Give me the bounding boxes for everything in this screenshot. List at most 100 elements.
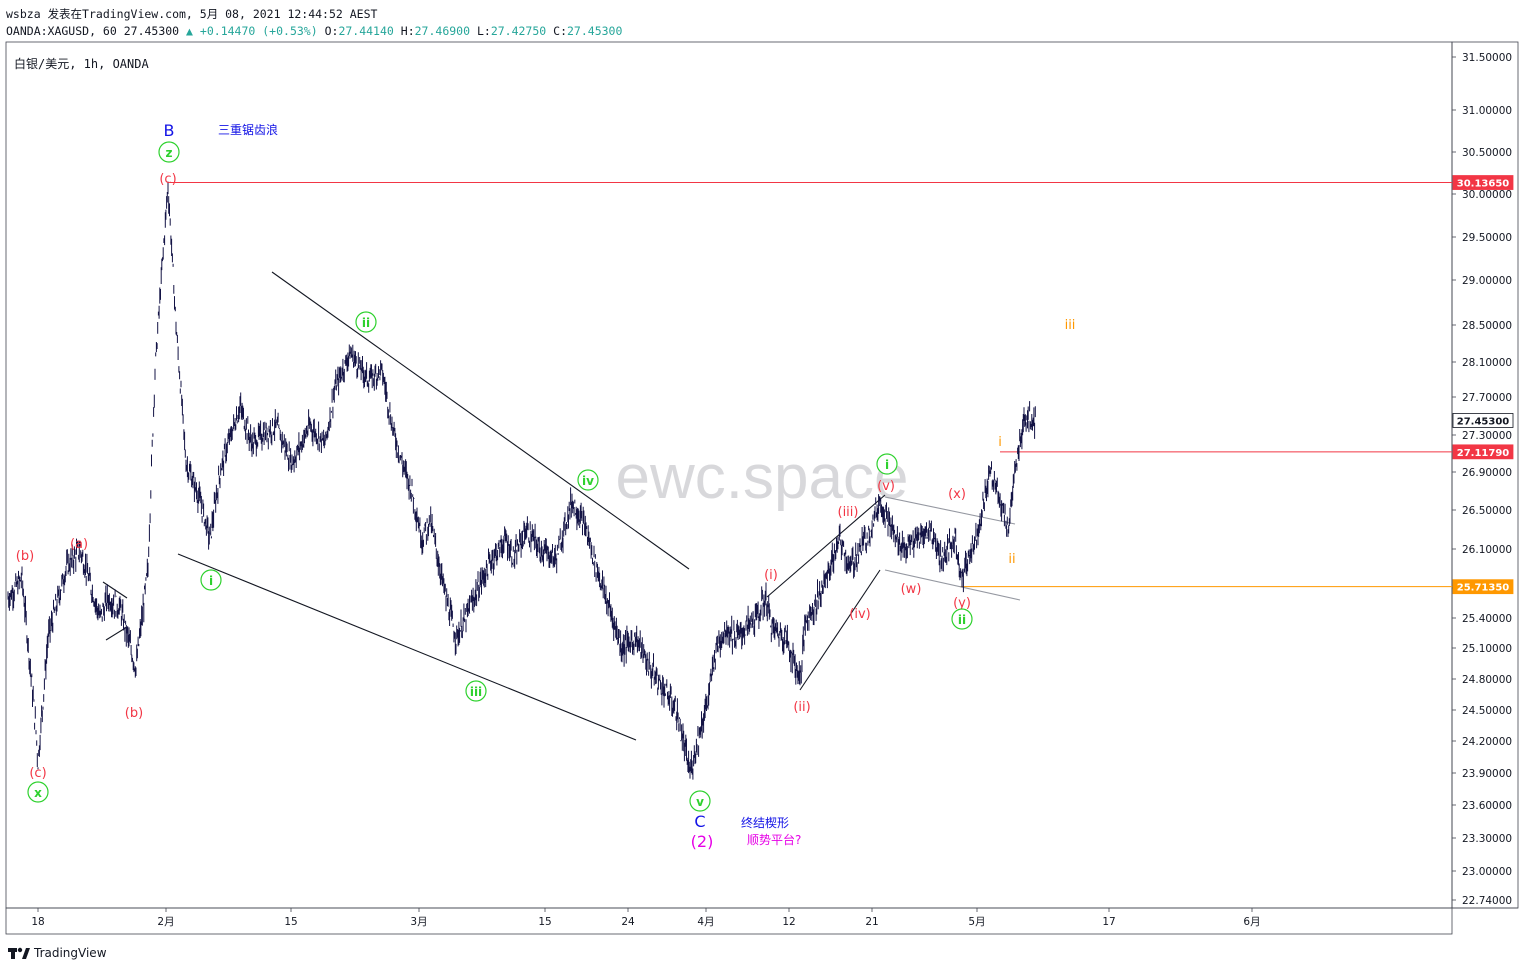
open-value: 27.44140 (338, 24, 394, 38)
tradingview-icon (8, 947, 30, 959)
price-tag (1452, 579, 1514, 595)
price-bars-path (7, 181, 1036, 780)
wave-circle-marker[interactable] (200, 569, 222, 591)
close-label: C: (553, 24, 567, 38)
wave-label[interactable]: (w) (901, 582, 922, 597)
wave-label-circled: x (34, 786, 42, 800)
y-tick-label: 31.50000 (1462, 52, 1512, 64)
wave-label-circled: v (696, 795, 704, 809)
price-axis-frame (1451, 41, 1519, 909)
price-tag (1452, 413, 1514, 428)
x-tick-label: 4月 (697, 916, 714, 928)
wave-circle-marker[interactable] (465, 680, 487, 702)
price-tag-label: 27.11790 (1457, 448, 1510, 459)
y-tick-label: 28.10000 (1462, 357, 1512, 369)
publish-header: wsbza 发表在TradingView.com, 5月 08, 2021 12… (6, 7, 378, 21)
x-tick-label: 5月 (968, 916, 985, 928)
wave-label[interactable]: 三重锯齿浪 (218, 122, 278, 137)
wave-circle-marker[interactable] (158, 141, 180, 163)
tradingview-logo[interactable]: TradingView (8, 946, 107, 960)
symbol-interval[interactable]: OANDA:XAGUSD, 60 (6, 24, 117, 38)
wave-label[interactable]: ii (1008, 552, 1015, 567)
y-tick-label: 24.20000 (1462, 736, 1512, 748)
y-tick-label: 26.10000 (1462, 544, 1512, 556)
y-tick-label: 25.40000 (1462, 613, 1512, 625)
y-tick-label: 27.70000 (1462, 392, 1512, 404)
chart-legend-title[interactable]: 白银/美元, 1h, OANDA (14, 57, 149, 71)
x-tick-label: 12 (782, 916, 795, 928)
wave-label[interactable]: 顺势平台? (747, 832, 801, 847)
publish-datetime: 5月 08, 2021 12:44:52 AEST (199, 7, 378, 21)
wave-label[interactable]: (c) (29, 766, 46, 781)
flat-channel-upper[interactable] (884, 496, 1016, 525)
author-name[interactable]: wsbza (6, 7, 41, 21)
y-tick-label: 23.90000 (1462, 768, 1512, 780)
wave-label-circled: ii (958, 613, 966, 627)
y-tick-label: 24.80000 (1462, 674, 1512, 686)
wave-label[interactable]: i (998, 435, 1002, 450)
x-tick-label: 15 (284, 916, 297, 928)
wave-label[interactable]: (v) (877, 479, 895, 494)
price-tag (1452, 175, 1514, 190)
wave-label[interactable]: (b) (125, 706, 143, 721)
wedge-upper-line[interactable] (271, 271, 690, 570)
y-tick-label: 30.50000 (1462, 147, 1512, 159)
wave-label[interactable]: B (164, 121, 175, 140)
wave-circle-marker[interactable] (355, 311, 377, 333)
y-tick-label: 23.30000 (1462, 833, 1512, 845)
price-tag (1452, 444, 1514, 460)
y-tick-label: 31.00000 (1462, 105, 1512, 117)
y-tick-label: 22.74000 (1462, 895, 1512, 907)
wave-circle-marker[interactable] (689, 790, 711, 812)
change-value: +0.14470 (199, 24, 256, 38)
ohlc-bars (7, 181, 1036, 780)
wave-label[interactable]: (y) (953, 596, 971, 611)
wave-label-circled: ii (362, 316, 370, 330)
wave-label[interactable]: (a) (70, 537, 88, 552)
leading-diagonal-lower-line[interactable] (799, 569, 881, 691)
wave-label-circled: iii (470, 685, 482, 699)
wave-label-circled: i (885, 458, 889, 472)
wave-label[interactable]: (i) (764, 568, 778, 583)
last-price: 27.45300 (123, 24, 180, 38)
y-tick-label: 28.50000 (1462, 320, 1512, 332)
wave-label[interactable]: 终结楔形 (741, 815, 789, 830)
wave-label[interactable]: (ii) (793, 700, 810, 715)
change-percent: (+0.53%) (262, 24, 318, 38)
wave-label[interactable]: (2) (691, 832, 714, 851)
wedge-lower-line[interactable] (177, 553, 637, 741)
x-tick-label: 18 (31, 916, 44, 928)
wave-label[interactable]: C (694, 812, 705, 831)
wave-label[interactable]: iii (1065, 318, 1076, 333)
wave-label-circled: iv (582, 474, 594, 488)
wave-circle-marker[interactable] (876, 453, 898, 475)
price-tag-label: 27.45300 (1457, 416, 1510, 427)
wave-circle-marker[interactable] (27, 781, 49, 803)
wave-label[interactable]: (iv) (849, 607, 870, 622)
wave-label[interactable]: (x) (948, 487, 966, 502)
y-tick-label: 25.10000 (1462, 643, 1512, 655)
watermark-text: ewc.space (616, 443, 909, 512)
wave-label[interactable]: (iii) (838, 505, 859, 520)
wave-circle-marker[interactable] (577, 469, 599, 491)
symbol-header: OANDA:XAGUSD, 60 27.45300 ▲ +0.14470 (+0… (6, 24, 622, 38)
x-tick-label: 6月 (1243, 916, 1260, 928)
wave-label-circled: z (166, 146, 173, 160)
flat-channel-lower[interactable] (884, 569, 1021, 601)
leading-diagonal-upper-line[interactable] (766, 494, 886, 598)
x-tick-label: 2月 (157, 916, 174, 928)
x-tick-label: 24 (621, 916, 635, 928)
y-tick-label: 23.00000 (1462, 866, 1512, 878)
y-tick-label: 29.00000 (1462, 275, 1512, 287)
wave-label[interactable]: (c) (159, 172, 176, 187)
y-tick-label: 26.90000 (1462, 467, 1512, 479)
y-tick-label: 26.50000 (1462, 505, 1512, 517)
y-tick-label: 24.50000 (1462, 705, 1512, 717)
x-tick-label: 21 (865, 916, 878, 928)
up-arrow-icon: ▲ (186, 24, 193, 38)
wave-circle-marker[interactable] (951, 608, 973, 630)
x-tick-label: 15 (538, 916, 551, 928)
wave-label[interactable]: (b) (16, 549, 34, 564)
high-label: H: (400, 24, 415, 38)
